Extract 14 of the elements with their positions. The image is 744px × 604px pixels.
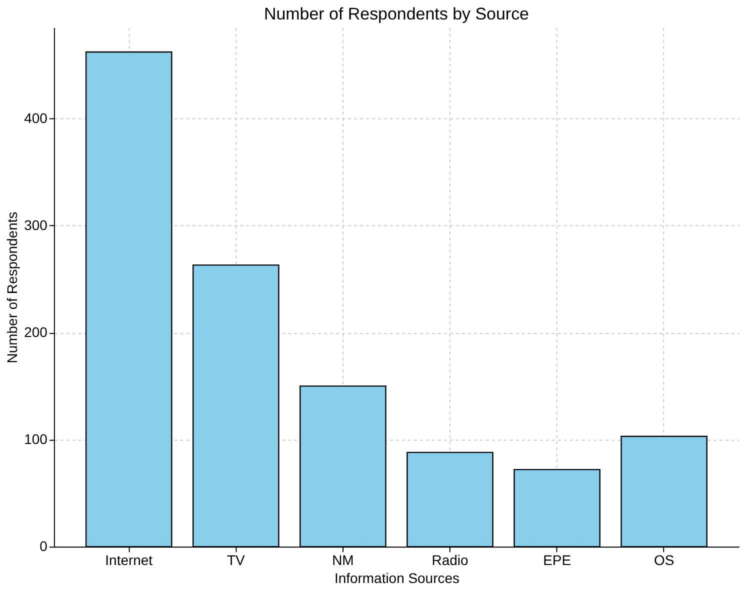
y-tick-label: 200 xyxy=(24,324,48,340)
x-tick-label: OS xyxy=(654,552,674,568)
y-tick-label: 400 xyxy=(24,110,48,126)
x-tick-label: EPE xyxy=(543,552,572,568)
y-tick-label: 0 xyxy=(40,538,48,554)
x-tick-label: NM xyxy=(332,552,354,568)
y-tick-label: 300 xyxy=(24,216,48,233)
y-axis-title: Number of Respondents xyxy=(4,212,20,364)
x-tick-label: TV xyxy=(226,552,246,568)
chart-title: Number of Respondents by Source xyxy=(264,4,529,24)
y-tick-label: 100 xyxy=(24,431,48,448)
x-tick-label: Internet xyxy=(105,552,153,568)
x-tick-label: Radio xyxy=(432,552,468,568)
x-axis-title: Information Sources xyxy=(334,570,460,586)
